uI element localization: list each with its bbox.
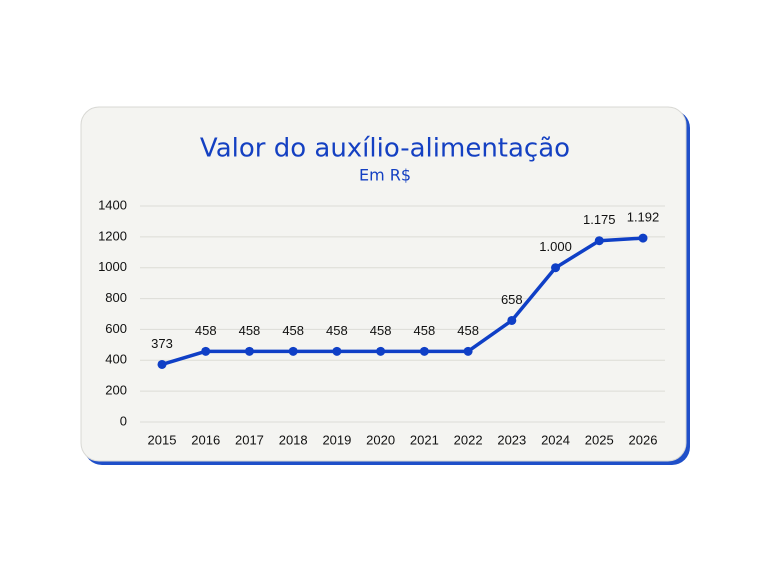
data-label: 1.175 [583, 212, 616, 227]
data-label: 373 [151, 336, 173, 351]
x-tick-label: 2024 [541, 432, 570, 447]
data-label: 458 [326, 323, 348, 338]
chart-subtitle: Em R$ [359, 166, 411, 185]
point [157, 359, 167, 369]
data-label: 658 [501, 292, 523, 307]
data-label: 458 [239, 323, 261, 338]
point [419, 346, 429, 356]
y-tick-label: 800 [105, 290, 127, 305]
data-label: 458 [370, 323, 392, 338]
data-label: 458 [457, 323, 479, 338]
x-tick-label: 2018 [279, 432, 308, 447]
point [594, 236, 604, 246]
y-tick-label: 1000 [98, 259, 127, 274]
x-tick-label: 2015 [148, 432, 177, 447]
line [161, 236, 644, 367]
y-tick-label: 1200 [98, 228, 127, 243]
data-label: 1.000 [539, 239, 572, 254]
x-tick-label: 2020 [366, 432, 395, 447]
y-tick-label: 600 [105, 321, 127, 336]
y-tick-label: 0 [120, 413, 127, 428]
data-label: 458 [414, 323, 436, 338]
card [80, 106, 687, 462]
data-label: 458 [195, 323, 217, 338]
x-tick-label: 2019 [322, 432, 351, 447]
point [507, 315, 517, 325]
x-tick-label: 2023 [497, 432, 526, 447]
point [551, 263, 561, 273]
point [288, 346, 298, 356]
y-tick-label: 200 [105, 383, 127, 398]
point [376, 346, 386, 356]
point [201, 346, 211, 356]
chart-title: Valor do auxílio-alimentação [200, 134, 570, 164]
x-tick-label: 2017 [235, 432, 264, 447]
x-tick-label: 2022 [454, 432, 483, 447]
x-tick-label: 2021 [410, 432, 439, 447]
data-label: 1.192 [627, 210, 660, 225]
x-tick-label: 2016 [191, 432, 220, 447]
point [332, 346, 342, 356]
x-tick-label: 2025 [585, 432, 614, 447]
x-tick-label: 2026 [629, 432, 658, 447]
point [244, 346, 254, 356]
y-tick-label: 400 [105, 352, 127, 367]
point [463, 346, 473, 356]
data-label: 458 [282, 323, 304, 338]
point [638, 233, 648, 243]
y-tick-label: 1400 [98, 197, 127, 212]
